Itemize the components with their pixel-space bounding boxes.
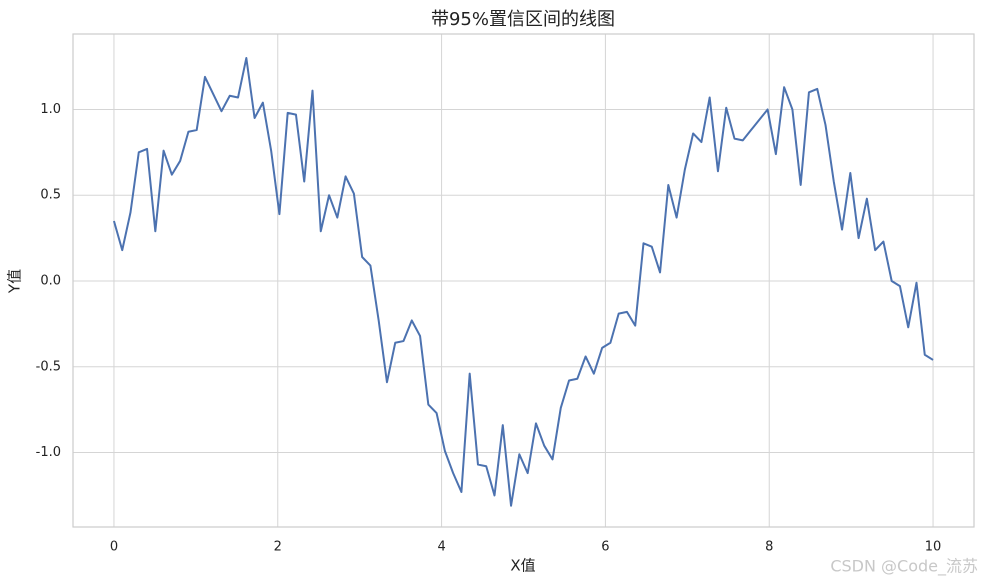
x-tick-label: 8 bbox=[765, 540, 773, 555]
y-tick-label: -0.5 bbox=[36, 359, 61, 374]
x-tick-label: 4 bbox=[437, 540, 445, 555]
watermark: CSDN @Code_流苏 bbox=[830, 557, 978, 577]
x-tick-label: 0 bbox=[110, 540, 118, 555]
x-tick-label: 10 bbox=[925, 540, 942, 555]
chart-title: 带95%置信区间的线图 bbox=[431, 9, 615, 30]
plot-frame bbox=[72, 33, 975, 528]
y-tick-label: 1.0 bbox=[40, 102, 61, 117]
y-axis-label: Y值 bbox=[6, 269, 24, 294]
x-tick-label: 2 bbox=[274, 540, 282, 555]
y-tick-label: 0.0 bbox=[40, 274, 61, 289]
x-axis-label: X值 bbox=[510, 557, 535, 575]
y-tick-label: 0.5 bbox=[40, 188, 61, 203]
x-tick-label: 6 bbox=[601, 540, 609, 555]
data-line bbox=[112, 57, 934, 507]
y-tick-label: -1.0 bbox=[36, 445, 61, 460]
